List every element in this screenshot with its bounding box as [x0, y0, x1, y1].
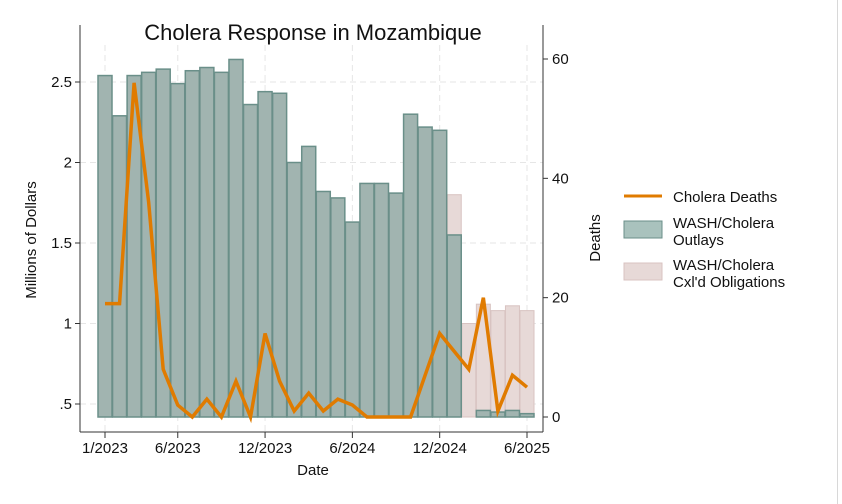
x-tick-label: 6/2025 [504, 440, 550, 457]
outlays-bar [519, 412, 535, 418]
legend: Cholera Deaths WASH/Cholera Outlays WASH… [623, 189, 785, 291]
chart-title: Cholera Response in Mozambique [144, 20, 482, 45]
y-left-tick-label: 1.5 [51, 235, 72, 252]
y-axis-left-label: Millions of Dollars [23, 181, 40, 299]
outlays-bar [344, 221, 361, 418]
x-tick-label: 6/2024 [329, 440, 375, 457]
legend-label-obligations-2: Cxl'd Obligations [673, 274, 785, 291]
deaths-series-line [105, 82, 529, 424]
outlays-bar [431, 129, 448, 418]
outlays-bar [242, 103, 259, 418]
x-axis-label: Date [297, 462, 329, 479]
outlays-bar [446, 234, 462, 418]
legend-swatch-outlays [623, 220, 663, 239]
outlays-bar [228, 58, 244, 418]
outlays-bar [475, 409, 492, 418]
y-right-tick-label: 0 [552, 409, 560, 426]
y-right-tick-label: 60 [552, 51, 569, 68]
deaths-line [104, 82, 529, 424]
outlays-bar [504, 409, 521, 418]
legend-label-outlays-1: WASH/Cholera [673, 215, 775, 232]
outlays-bar [402, 113, 419, 418]
axes: .5 1 1.5 2 2.5 0 20 40 60 1/2023 6/2023 12/2023 6/20… [51, 25, 569, 457]
outlays-bar [170, 82, 186, 418]
y-left-tick-label: 1 [64, 316, 72, 333]
outlays-bar [388, 192, 404, 418]
x-tick-label: 1/2023 [82, 440, 128, 457]
y-right-tick-label: 40 [552, 170, 569, 187]
legend-label-deaths: Cholera Deaths [673, 189, 777, 206]
y-left-tick-label: 2.5 [51, 74, 72, 91]
y-left-tick-label: 2 [64, 155, 72, 172]
outlays-bar [300, 145, 317, 418]
outlays-bar [315, 190, 332, 418]
y-axis-right-label: Deaths [587, 214, 604, 262]
legend-swatch-obligations [623, 262, 663, 281]
outlays-bar [213, 71, 230, 418]
obligations-bar [519, 310, 535, 418]
outlays-bar [373, 182, 390, 418]
outlays-bar [286, 161, 302, 418]
outlays-bar [111, 115, 128, 418]
figure-border [837, 0, 838, 504]
y-right-tick-label: 20 [552, 290, 569, 307]
outlays-bars [97, 58, 535, 418]
outlays-bar [330, 197, 346, 418]
x-tick-label: 12/2024 [413, 440, 467, 457]
y-left-tick-label: .5 [59, 396, 72, 413]
legend-label-outlays-2: Outlays [673, 232, 724, 249]
outlays-bar [199, 66, 215, 418]
legend-label-obligations-1: WASH/Cholera [673, 257, 775, 274]
outlays-bar [97, 74, 113, 418]
x-tick-label: 12/2023 [238, 440, 292, 457]
outlays-bar [184, 69, 201, 418]
outlays-bar [359, 182, 375, 418]
obligations-bar [504, 305, 520, 418]
x-tick-label: 6/2023 [155, 440, 201, 457]
